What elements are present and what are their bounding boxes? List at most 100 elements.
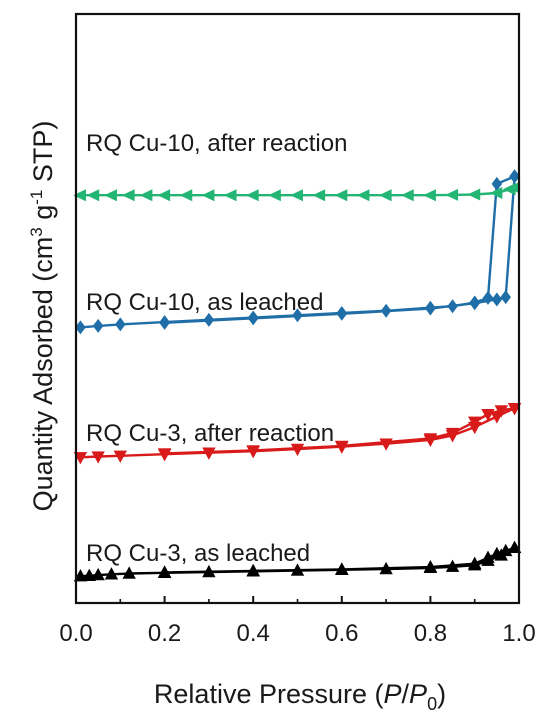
series-3-point (159, 315, 170, 330)
series-4-point (312, 189, 326, 202)
series-3-point (380, 303, 392, 318)
series-4-point (245, 189, 259, 202)
series-2-point (481, 409, 495, 422)
series-4-point (467, 188, 481, 201)
series-3-point (491, 292, 503, 307)
series-1-point (91, 567, 105, 581)
y-axis-label-part: Quantity Adsorbed (cm (28, 237, 58, 512)
series-3-point (203, 312, 215, 327)
series-1-point (445, 559, 460, 572)
series-2-point (507, 403, 522, 416)
series-4-point (334, 189, 348, 202)
x-tick-label: 0.8 (414, 620, 447, 647)
series-4-point (268, 189, 281, 202)
series-2-point (423, 433, 438, 446)
series-1-point (335, 562, 349, 575)
series-2-point (494, 405, 508, 418)
series-4-point (223, 189, 237, 202)
x-axis: 0.0 0.2 0.4 0.6 0.8 1.0 (59, 596, 536, 647)
series-1-point (481, 550, 495, 563)
x-tick-label: 0.2 (148, 620, 181, 647)
series-4-point (179, 189, 193, 202)
series-2-point (246, 445, 260, 458)
series-4-point (201, 189, 215, 202)
series-4 (73, 181, 521, 202)
series-1-point (202, 564, 216, 578)
series-4-point (290, 189, 303, 202)
series-1-point (468, 556, 482, 569)
y-axis-label-part: STP) (28, 121, 58, 190)
series-3-point (482, 290, 494, 305)
series-2-point (290, 443, 305, 457)
x-tick-label: 0.0 (59, 620, 92, 647)
series-2-point (335, 440, 349, 454)
x-tick-label: 0.4 (237, 620, 270, 647)
series-3-point (447, 299, 458, 314)
series-1-point (122, 566, 136, 579)
series-4-point (86, 189, 100, 202)
x-tick-label: 0.6 (325, 620, 358, 647)
series-4-point (104, 189, 117, 202)
series-1-label: RQ Cu-3, as leached (86, 540, 310, 567)
series-2-point (445, 427, 460, 441)
series-1-point (290, 563, 305, 576)
x-axis-label-part: / (402, 679, 410, 709)
series-4-point (489, 186, 503, 199)
x-axis-label-part: P (409, 679, 427, 709)
series-3-point (425, 301, 436, 316)
series-3-point (247, 311, 259, 326)
series-2-point (157, 448, 172, 461)
series-1-point (490, 546, 504, 560)
series-3-label: RQ Cu-10, as leached (86, 289, 323, 316)
series-2-label: RQ Cu-3, after reaction (86, 420, 334, 447)
series-1-point (379, 561, 393, 575)
series-4-point (401, 189, 414, 202)
series-2-point (468, 416, 482, 429)
series-1-point (104, 567, 119, 580)
series-4-point (121, 189, 135, 202)
x-axis-label-part: 0 (427, 694, 437, 714)
series-3-point (115, 317, 126, 332)
series-1-point (507, 540, 522, 554)
series-1-point (499, 543, 513, 557)
series-2-point (91, 451, 105, 464)
series-1 (73, 540, 522, 582)
y-axis-label-part: -1 (27, 190, 46, 205)
series-1-point (82, 568, 96, 581)
series-4-point (445, 188, 459, 201)
series-4-label: RQ Cu-10, after reaction (86, 130, 347, 157)
series-3-point (75, 320, 86, 335)
series-2 (73, 403, 522, 465)
x-axis-label: Relative Pressure (P/P0) (154, 679, 446, 714)
series-4-point (423, 189, 436, 202)
series-4-point (378, 189, 392, 202)
x-tick-label: 1.0 (502, 620, 535, 647)
series-4-point (139, 189, 153, 202)
x-axis-label-part: ) (437, 679, 446, 709)
series-4-point (356, 189, 370, 202)
series-2-point (202, 447, 216, 460)
series-1-point (157, 565, 172, 578)
series-3-point (336, 306, 348, 321)
series-3-point (509, 169, 520, 184)
series-layer (73, 169, 522, 582)
series-1-point (73, 569, 88, 582)
y-axis-label-part: g (28, 205, 58, 228)
x-axis-label-part: P (384, 679, 402, 709)
series-3-point (292, 308, 303, 323)
series-4-point (73, 189, 86, 202)
series-4-point (157, 189, 171, 202)
y-axis-label: Quantity Adsorbed (cm3 g-1 STP) (27, 121, 58, 512)
x-axis-label-part: Relative Pressure ( (154, 679, 384, 709)
series-3 (75, 169, 520, 335)
series-3-point (500, 290, 511, 305)
series-3-point (92, 318, 104, 333)
labels-layer: RQ Cu-3, as leached RQ Cu-3, after reacti… (86, 130, 347, 567)
series-1-point (246, 563, 260, 577)
y-axis-label-part: 3 (27, 227, 46, 236)
series-2-point (113, 450, 127, 463)
series-2-point (73, 452, 88, 465)
series-3-point (469, 296, 480, 311)
series-1-point (423, 560, 438, 573)
